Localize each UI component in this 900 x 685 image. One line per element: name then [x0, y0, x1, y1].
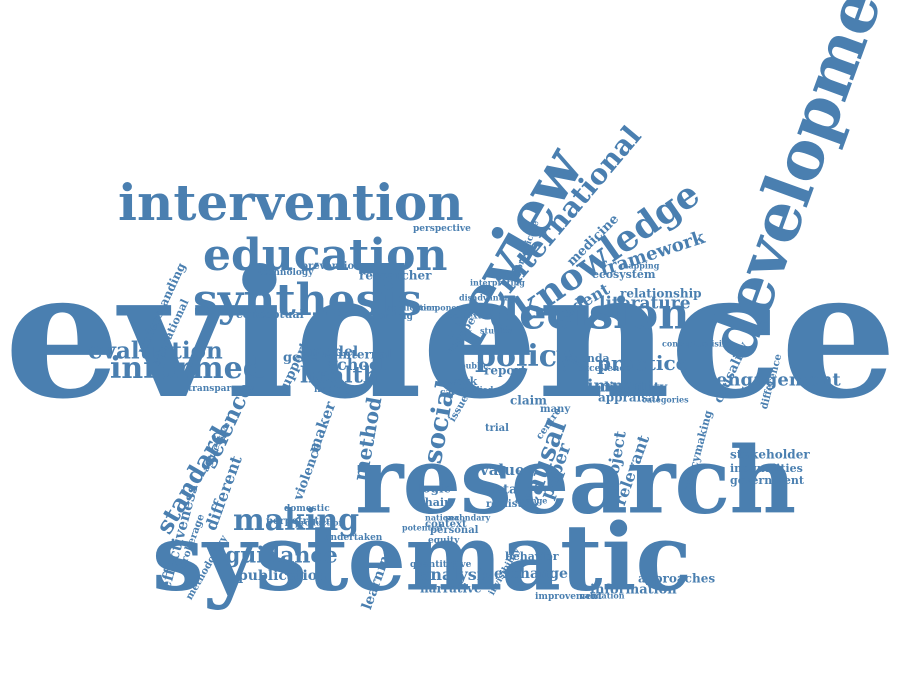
- word-impact: impact: [587, 376, 653, 397]
- word-evidence: evidence: [4, 233, 897, 438]
- word-appraisal: appraisal: [598, 390, 661, 405]
- word-studies: studies: [480, 325, 513, 336]
- word-systematic: systematic: [152, 503, 691, 612]
- word-model: model: [310, 343, 359, 360]
- word-interpreting: interpreting: [470, 277, 525, 288]
- word-realist: realist: [486, 499, 522, 510]
- word-context: context: [425, 519, 467, 530]
- word-engagement: engagement: [716, 369, 841, 391]
- word-prevention: prevention: [301, 261, 362, 272]
- word-application: application: [387, 302, 438, 313]
- word-relationship: relationship: [620, 286, 702, 301]
- word-planning: planning: [368, 311, 413, 322]
- word-information: information: [590, 582, 677, 598]
- word-categories: categories: [642, 394, 689, 405]
- word-report: report: [484, 363, 527, 378]
- word-intervention: intervention: [118, 173, 464, 232]
- word-general: general: [283, 350, 339, 366]
- word-school: school: [328, 355, 386, 375]
- word-chain: chain: [418, 496, 452, 510]
- word-potential: potential: [402, 522, 443, 533]
- word-ecosystem: ecosystem: [592, 268, 656, 282]
- word-care: care: [440, 387, 462, 398]
- word-evaluation: evaluation: [88, 337, 223, 365]
- word-production: production: [295, 517, 345, 528]
- word-public: public: [460, 360, 488, 371]
- word-analysis: analysis: [420, 565, 492, 585]
- word-literature: literature: [599, 293, 691, 314]
- word-logic: logic: [418, 481, 451, 496]
- word-excellence: excellence: [578, 363, 631, 374]
- word-decision: decision: [489, 289, 690, 340]
- word-practice: practice: [597, 351, 689, 375]
- word-researcher: researcher: [359, 268, 432, 283]
- word-domestic: domestic: [284, 503, 330, 514]
- word-finding: finding: [314, 384, 350, 395]
- word-guidance: guidance: [225, 542, 338, 569]
- word-conceptual: conceptual: [236, 308, 304, 322]
- word-making: making: [233, 503, 360, 538]
- word-meta: meta: [481, 482, 518, 498]
- word-research: research: [355, 426, 796, 535]
- word-narrative: narrative: [420, 581, 482, 596]
- word-approaches: approaches: [638, 571, 716, 586]
- word-exchange: exchange: [494, 565, 568, 582]
- word-national: national: [425, 512, 463, 523]
- word-undertaken: undertaken: [324, 532, 383, 543]
- word-synthesis: synthesis: [193, 274, 422, 326]
- word-internal: internal: [338, 347, 392, 362]
- word-studied: studied: [460, 384, 494, 395]
- word-technology: technology: [258, 267, 314, 278]
- word-education: education: [203, 229, 448, 281]
- word-perspective: perspective: [413, 223, 471, 234]
- word-trial: trial: [485, 423, 509, 434]
- word-contextual: contextual: [448, 310, 496, 321]
- word-claim: claim: [510, 393, 547, 408]
- word-personal: personal: [430, 525, 479, 536]
- word-improvement: improvement: [535, 591, 602, 602]
- word-validation: validation: [580, 590, 625, 601]
- word-mapping: mapping: [620, 260, 660, 271]
- word-disadvantage: disadvantage: [459, 292, 519, 303]
- word-publication: publication: [238, 567, 328, 584]
- word-secondary: secondary: [445, 512, 491, 523]
- word-many: many: [540, 404, 571, 415]
- word-component: component: [416, 302, 467, 313]
- word-work: work: [447, 375, 478, 389]
- word-change: change: [515, 495, 548, 506]
- word-perpetrator: perpetrator: [266, 516, 331, 527]
- word-health: health: [300, 362, 379, 389]
- word-conceptualising: conceptualising: [662, 338, 734, 349]
- word-agenda: agenda: [565, 352, 610, 366]
- word-government: government: [730, 474, 804, 488]
- word-value: value: [480, 461, 525, 479]
- word-policy: policy: [475, 339, 575, 374]
- word-stakeholder: stakeholder: [730, 447, 810, 462]
- word-behavior: behavior: [505, 550, 559, 564]
- word-informed: informed: [110, 351, 264, 386]
- word-quantitative: quantitative: [410, 559, 472, 570]
- word-equity: equity: [428, 535, 460, 546]
- word-disability: disability: [600, 380, 668, 396]
- word-transparency: transparency: [188, 383, 255, 394]
- word-inequalities: inequalities: [730, 462, 803, 476]
